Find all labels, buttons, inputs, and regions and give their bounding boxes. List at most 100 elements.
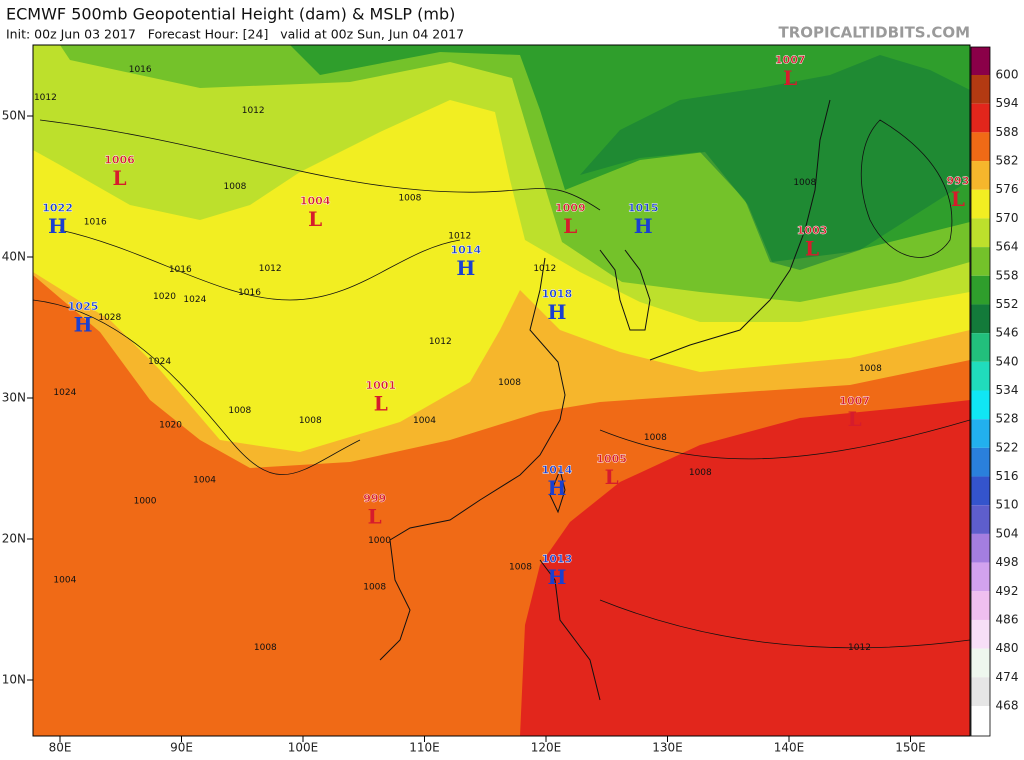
pressure-label: 1025: [68, 300, 99, 313]
colorbar-band: [971, 419, 990, 448]
pressure-label: 1007: [775, 53, 806, 66]
isobar-label: 1024: [53, 388, 76, 398]
colorbar-label: 594: [996, 96, 1019, 110]
colorbar-label: 492: [996, 584, 1019, 598]
pressure-center: H: [48, 214, 67, 238]
colorbar-band: [971, 533, 990, 563]
pressure-label: 1015: [628, 201, 659, 214]
colorbar-band: [971, 648, 990, 678]
colorbar-band: [971, 218, 990, 248]
pressure-label: 1018: [542, 287, 573, 300]
colorbar-band: [971, 189, 990, 219]
lat-label: 40N: [2, 250, 26, 264]
isobar-label: 1024: [183, 295, 206, 305]
pressure-label: 999: [363, 492, 386, 505]
pressure-center: H: [547, 300, 566, 324]
colorbar-label: 546: [996, 326, 1019, 340]
isobar-label: 1024: [148, 357, 171, 367]
title: ECMWF 500mb Geopotential Height (dam) & …: [6, 5, 455, 24]
isobar-label: 1028: [98, 313, 121, 323]
colorbar-band: [971, 47, 990, 75]
colorbar-band: [971, 505, 990, 534]
colorbar-band: [971, 476, 990, 506]
colorbar-band: [971, 619, 990, 649]
colorbar-band: [971, 591, 990, 620]
colorbar-label: 486: [996, 612, 1019, 626]
isobar-label: 1012: [848, 643, 871, 653]
colorbar-label: 558: [996, 268, 1019, 282]
colorbar-label: 474: [996, 670, 1019, 684]
isobar-label: 1000: [368, 536, 391, 546]
pressure-center: H: [634, 214, 653, 238]
colorbar-band: [971, 75, 990, 104]
colorbar-label: 540: [996, 354, 1019, 368]
colorbar-label: 570: [996, 211, 1019, 225]
isobar-label: 1008: [689, 468, 712, 478]
pressure-center: L: [848, 407, 862, 431]
isobar-label: 1016: [169, 265, 192, 275]
isobar-label: 1012: [259, 264, 282, 274]
subtitle: Init: 00z Jun 03 2017 Forecast Hour: [24…: [6, 27, 464, 42]
pressure-label: 1001: [365, 379, 396, 392]
colorbar-band: [971, 247, 990, 276]
colorbar-label: 504: [996, 526, 1019, 540]
colorbar-label: 480: [996, 641, 1019, 655]
pressure-center: L: [374, 392, 388, 416]
lon-label: 100E: [288, 741, 319, 755]
isobar-label: 1012: [533, 264, 556, 274]
isobar-label: 1008: [224, 182, 247, 192]
colorbar-label: 576: [996, 182, 1019, 196]
isobar-label: 1004: [413, 416, 436, 426]
lon-label: 150E: [895, 741, 926, 755]
pressure-center: L: [951, 187, 965, 211]
colorbar-label: 588: [996, 125, 1019, 139]
lat-label: 10N: [2, 673, 26, 687]
colorbar-band: [971, 103, 990, 133]
colorbar-band: [971, 706, 990, 736]
pressure-center: L: [308, 207, 322, 231]
colorbar-label: 552: [996, 297, 1019, 311]
pressure-center: L: [563, 214, 577, 238]
colorbar-band: [971, 562, 990, 592]
pressure-center: L: [783, 66, 797, 90]
pressure-label: 993: [946, 175, 969, 188]
colorbar-band: [971, 361, 990, 391]
colorbar-band: [971, 447, 990, 477]
colorbar-band: [971, 390, 990, 420]
isobar-label: 1008: [254, 643, 277, 653]
pressure-center: L: [368, 504, 382, 528]
pressure-label: 1014: [450, 244, 481, 257]
colorbar-band: [971, 275, 990, 305]
colorbar-band: [971, 333, 990, 362]
colorbar-band: [971, 161, 990, 190]
lat-label: 20N: [2, 532, 26, 546]
colorbar-label: 498: [996, 555, 1019, 569]
isobar-label: 1008: [299, 416, 322, 426]
map: 1016 1012 1012 1008 1008 1016 1016 1012 1012 1012…: [33, 45, 970, 736]
colorbar-band: [971, 132, 990, 162]
lon-label: 90E: [170, 741, 193, 755]
pressure-center: H: [74, 313, 93, 337]
pressure-label: 1013: [542, 552, 573, 565]
isobar-label: 1008: [398, 193, 421, 203]
lat-label: 50N: [2, 109, 26, 123]
colorbar-label: 516: [996, 469, 1019, 483]
pressure-center: L: [605, 465, 619, 489]
isobar-label: 1008: [363, 582, 386, 592]
pressure-center: H: [547, 476, 566, 500]
pressure-label: 1014: [542, 464, 573, 477]
isobar-label: 1012: [429, 337, 452, 347]
brand: TROPICALTIDBITS.COM: [779, 24, 971, 42]
colorbar-band: [971, 304, 990, 334]
pressure-center: L: [805, 236, 819, 260]
colorbar-label: 522: [996, 440, 1019, 454]
pressure-label: 1009: [555, 201, 586, 214]
colorbar-label: 582: [996, 154, 1019, 168]
isobar-label: 1008: [498, 378, 521, 388]
isobar-label: 1020: [153, 292, 176, 302]
isobar-label: 1016: [238, 288, 261, 298]
colorbar-label: 468: [996, 699, 1019, 713]
colorbar-label: 528: [996, 412, 1019, 426]
isobar-label: 1004: [193, 475, 216, 485]
